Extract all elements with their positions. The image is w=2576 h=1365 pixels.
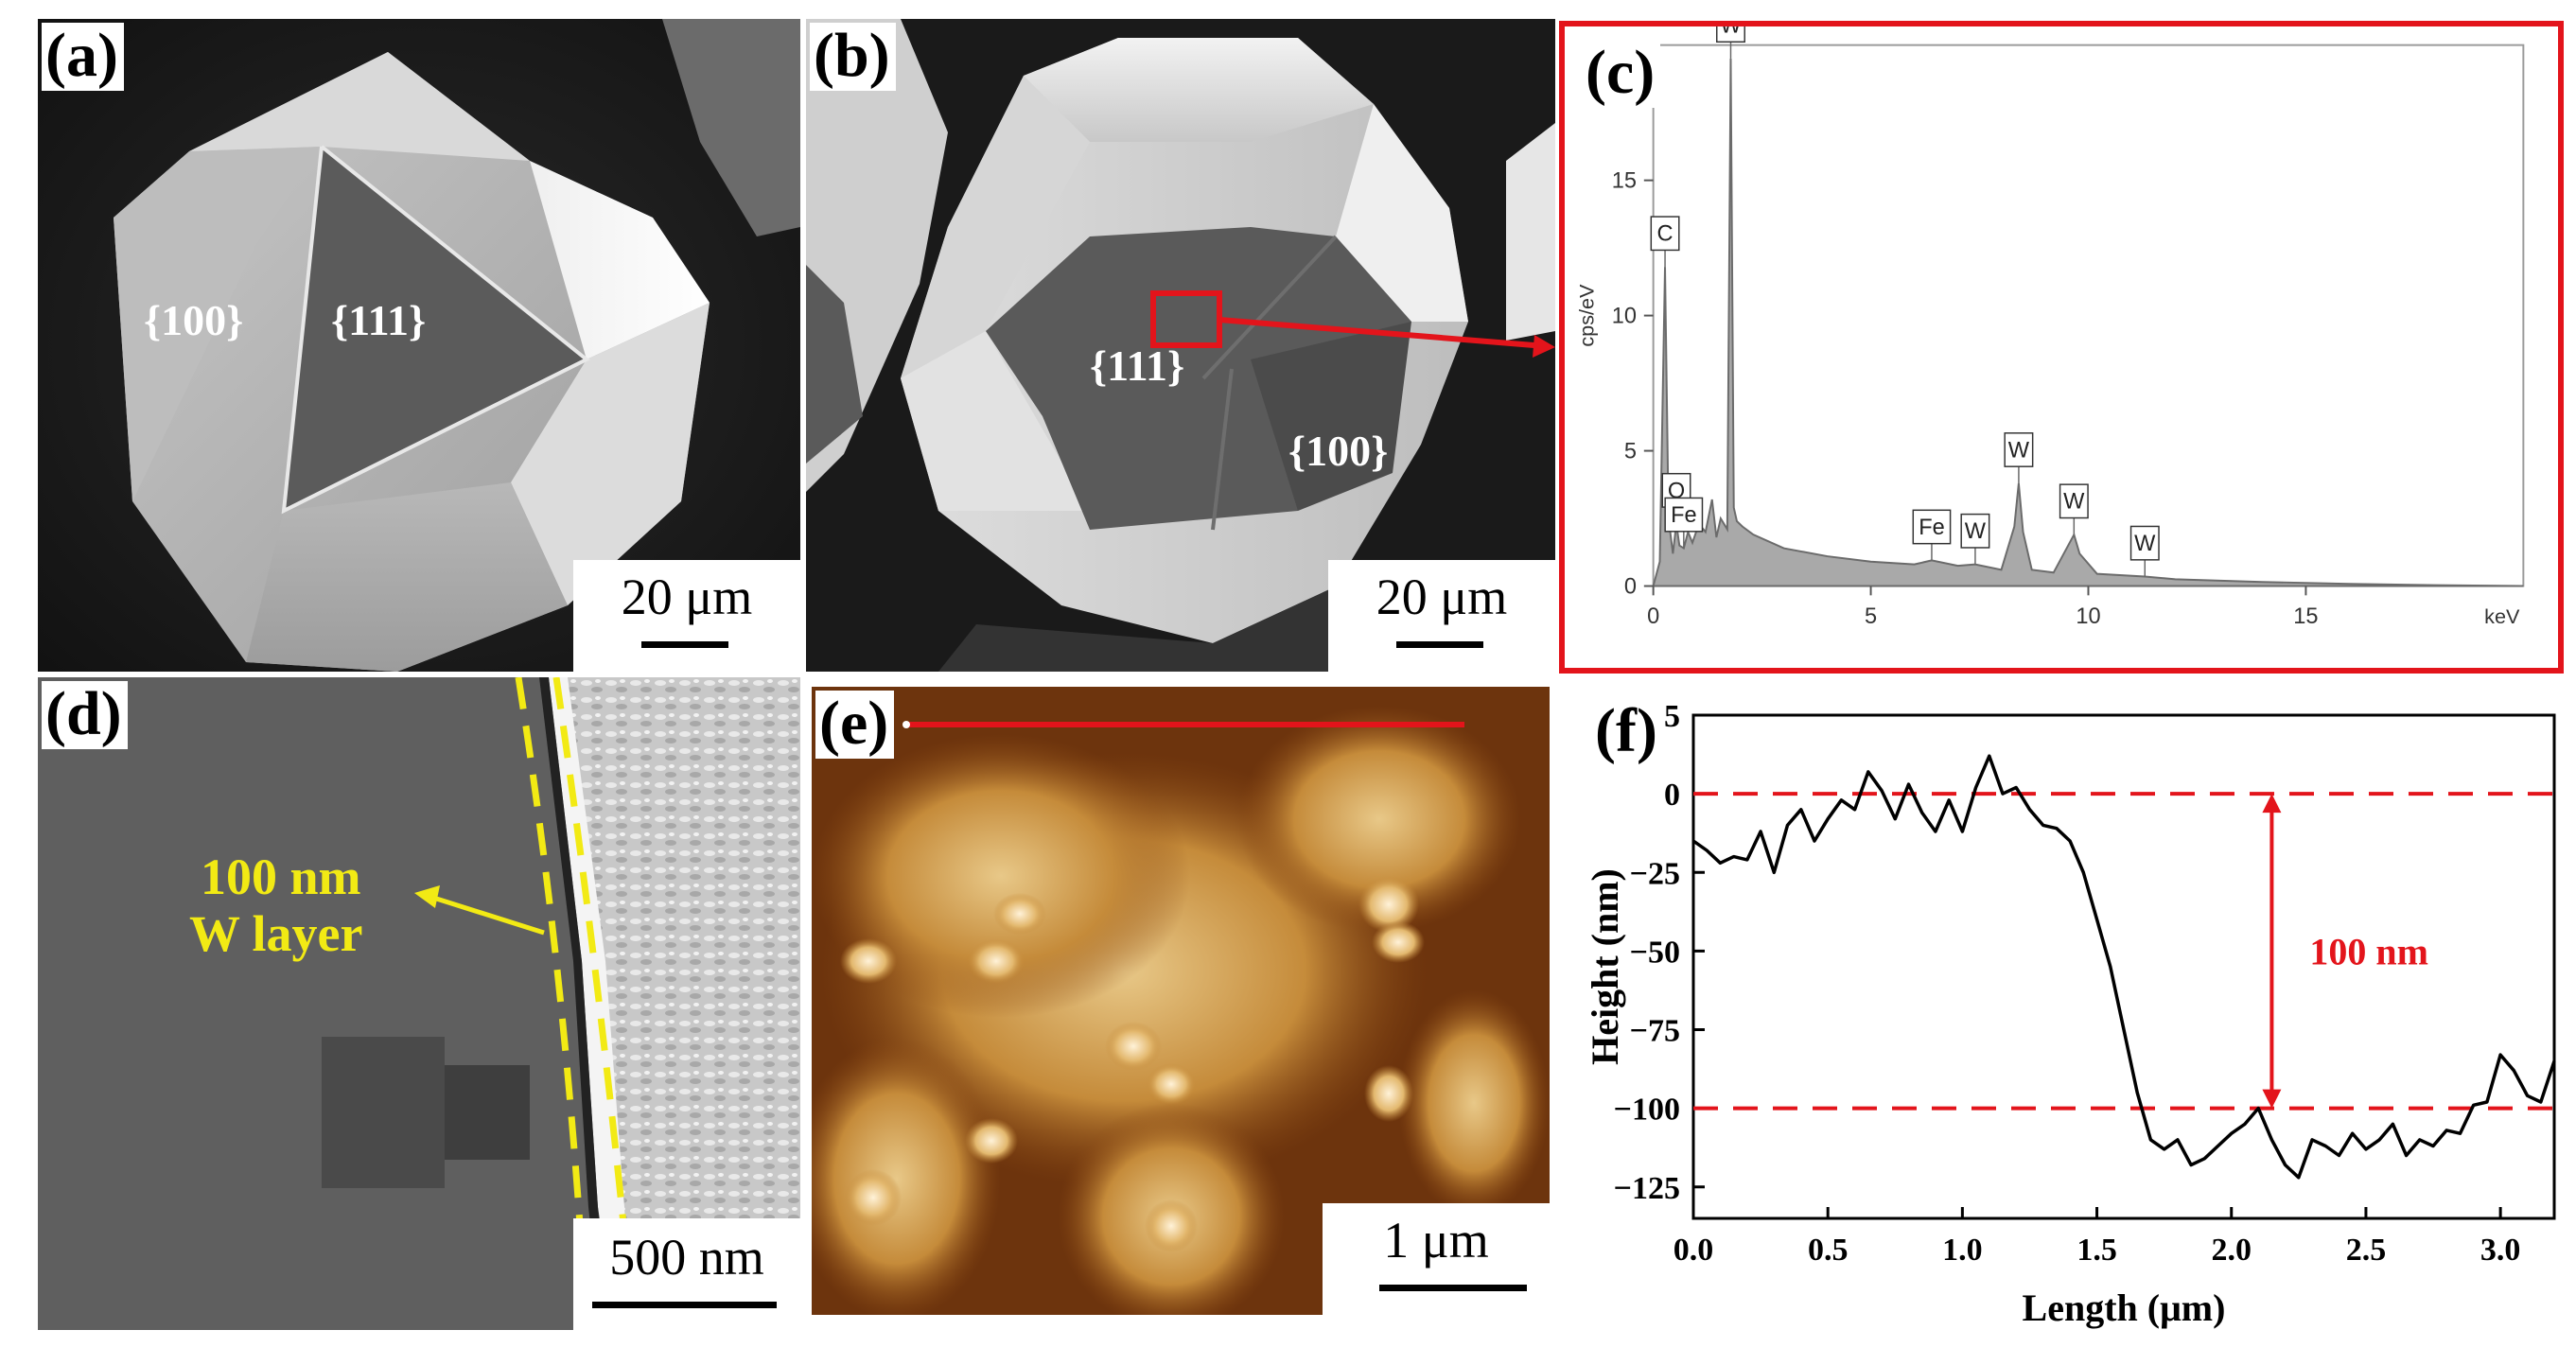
scale-bar-e: 1 μm <box>1323 1203 1550 1315</box>
x-tick-label-c: 5 <box>1865 604 1877 628</box>
y-tick-label-f: −125 <box>1614 1171 1680 1206</box>
y-tick-label-f: −25 <box>1630 856 1680 891</box>
panel-a-label: (a) <box>42 23 124 91</box>
scale-text-e: 1 μm <box>1383 1212 1489 1269</box>
spectrum-area <box>1652 58 2524 587</box>
facet-label-100-a: {100} <box>144 296 244 344</box>
scale-line-d <box>592 1302 777 1308</box>
scale-bar-a: 20 μm <box>573 560 800 672</box>
x-tick-label-c: 0 <box>1647 604 1659 628</box>
y-axis-label-f: Height (nm) <box>1584 868 1626 1065</box>
peak-label-c: W <box>1720 26 1742 37</box>
scale-text-b: 20 μm <box>1376 569 1508 625</box>
x-tick-label-f: 1.5 <box>2077 1233 2117 1268</box>
panel-a: (a) {100} {111} 20 μm <box>38 19 800 672</box>
panel-b-label: (b) <box>810 23 896 91</box>
panel-f-label: (f) <box>1591 698 1663 766</box>
annotation-text-d-line1: 100 nm <box>201 849 361 905</box>
peak-label-box-c <box>1716 26 1745 43</box>
x-tick-label-f: 1.0 <box>1942 1233 1983 1268</box>
step-annotation-f: 100 nm <box>2309 930 2428 972</box>
peak-label-box-c <box>1960 513 1990 549</box>
plot-frame-f <box>1691 713 2556 1220</box>
y-tick-label-f: −75 <box>1630 1014 1680 1049</box>
peak-label-c: Fe <box>1919 515 1945 539</box>
y-tick-label-c: 0 <box>1624 573 1637 598</box>
panel-e-label: (e) <box>815 691 895 759</box>
highlight-arrow-b <box>1218 317 1547 349</box>
y-tick-label-c: 15 <box>1612 167 1637 192</box>
scale-line-e <box>1379 1285 1527 1291</box>
panel-d-label: (d) <box>42 681 128 749</box>
peak-label-box-c <box>2004 432 2034 467</box>
scale-bar-d: 500 nm <box>573 1218 800 1330</box>
peak-label-c: W <box>2063 489 2085 514</box>
step-arrow-head-bottom <box>2262 1089 2282 1109</box>
panel-e: (e) 1 μm <box>812 687 1550 1315</box>
peak-label-c: W <box>1965 518 1987 543</box>
x-axis-label-c: keV <box>2484 604 2520 628</box>
sem-image-b <box>806 19 1555 672</box>
x-axis-label-f: Length (μm) <box>2023 1286 2226 1329</box>
facet-label-111-a: {111} <box>331 296 427 344</box>
peak-label-box-c <box>2059 483 2089 519</box>
y-tick-label-f: 0 <box>1664 778 1680 813</box>
scale-text-a: 20 μm <box>621 569 753 625</box>
x-tick-label-f: 3.0 <box>2480 1233 2521 1268</box>
peak-label-c: C <box>1657 221 1674 246</box>
peak-label-box-c <box>1912 509 1952 545</box>
peak-label-box-c <box>1664 497 1704 533</box>
height-profile-chart: 0.0 0.5 1.0 1.5 2.0 2.5 3.0250−25−50−75−100−12… <box>1584 699 2556 1329</box>
panel-c-label: (c) <box>1582 40 1661 108</box>
highlight-box-b <box>1150 290 1222 348</box>
peak-label-box-c <box>2129 525 2160 561</box>
height-profile-line <box>1691 754 2556 1180</box>
y-tick-label-c: 5 <box>1624 438 1637 463</box>
panel-f: 0.0 0.5 1.0 1.5 2.0 2.5 3.0 25 0 −25 −50 −75 −100 −12… <box>1561 677 2573 1349</box>
y-tick-label-c: 10 <box>1612 303 1637 327</box>
facet-label-111-b: {111} <box>1090 341 1185 390</box>
x-tick-label-f: 0.0 <box>1674 1233 1714 1268</box>
panel-d: (d) 100 nm W layer 500 nm <box>38 677 800 1330</box>
x-tick-label-c: 15 <box>2293 604 2318 628</box>
scale-text-d: 500 nm <box>609 1229 764 1286</box>
x-tick-label-f: 2.0 <box>2212 1233 2252 1268</box>
x-tick-label-c: 10 <box>2076 604 2100 628</box>
peak-label-c: W <box>2134 531 2156 555</box>
sem-image-a <box>38 19 800 672</box>
peak-label-c: W <box>2008 437 2030 462</box>
step-arrow-head-top <box>2262 794 2282 814</box>
scale-line-b <box>1396 641 1483 648</box>
afm-image-e <box>812 687 1550 1315</box>
annotation-arrow-d <box>429 894 545 936</box>
facet-label-100-b: {100} <box>1288 427 1389 475</box>
scale-line-a <box>641 641 728 648</box>
peak-label-box-c <box>1650 216 1680 252</box>
y-tick-label-f: −50 <box>1630 935 1680 970</box>
sem-image-d <box>38 677 800 1330</box>
peak-label-c: Fe <box>1671 502 1697 527</box>
panel-b: (b) {111} {100} 20 μm <box>806 19 1555 672</box>
x-tick-label-f: 0.5 <box>1808 1233 1849 1268</box>
annotation-text-d-line2: W layer <box>189 905 363 962</box>
scale-bar-b: 20 μm <box>1328 560 1555 672</box>
x-tick-label-f: 2.5 <box>2346 1233 2387 1268</box>
y-tick-label-f: −100 <box>1614 1093 1680 1128</box>
peak-label-c: O <box>1668 478 1685 502</box>
y-axis-label-c: cps/eV <box>1575 284 1599 347</box>
